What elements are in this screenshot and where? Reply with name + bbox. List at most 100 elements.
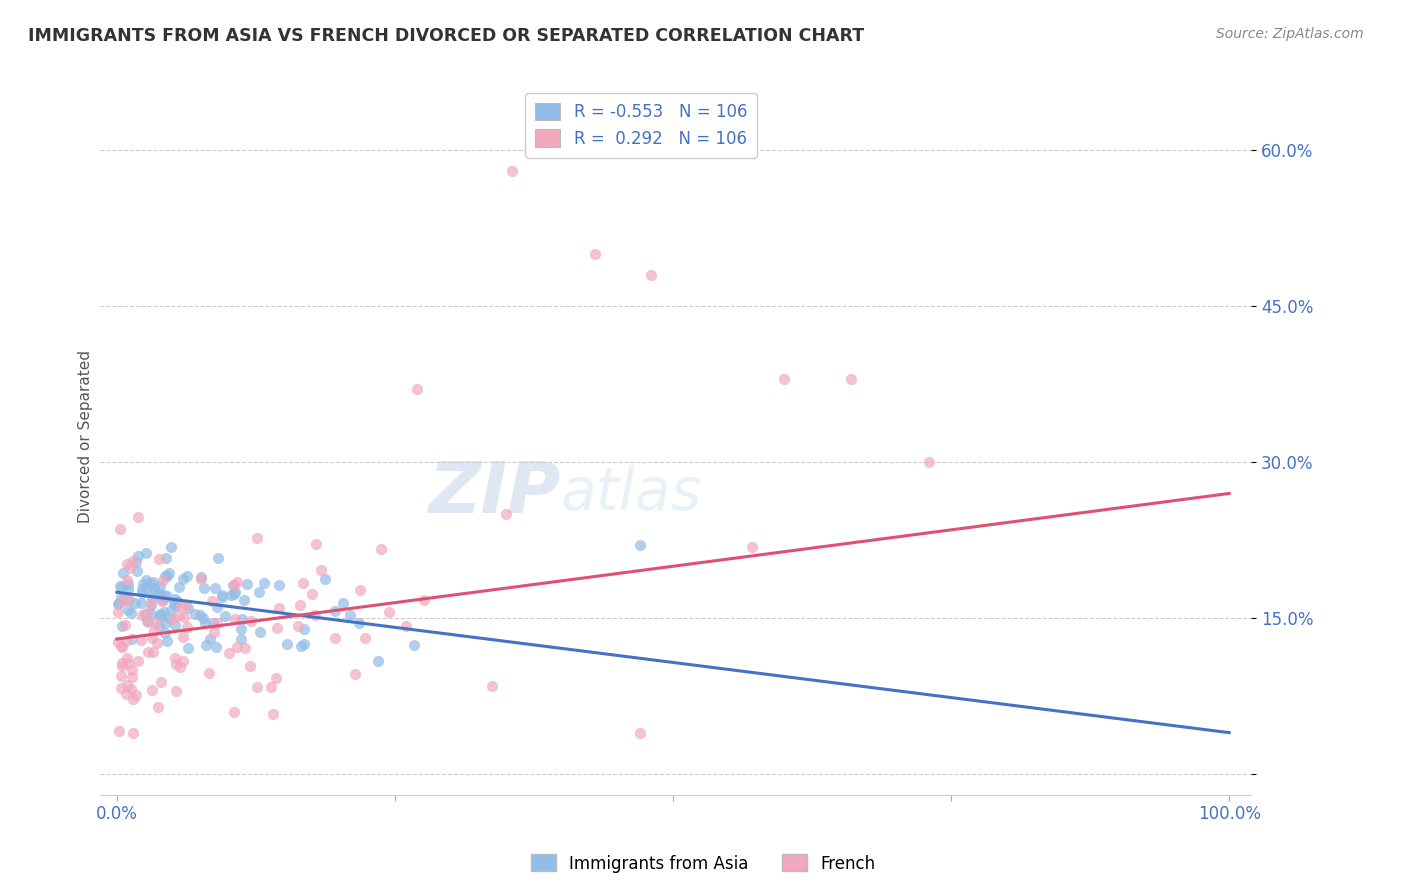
Point xyxy=(127,564,149,578)
Point xyxy=(839,372,862,386)
Point xyxy=(127,510,149,524)
Point xyxy=(117,577,139,591)
Point xyxy=(190,570,212,584)
Point xyxy=(239,659,262,673)
Point xyxy=(152,573,174,587)
Point xyxy=(152,588,174,602)
Point xyxy=(115,677,138,691)
Point xyxy=(163,618,186,632)
Point xyxy=(163,595,186,609)
Point xyxy=(143,624,166,639)
Point xyxy=(141,631,163,645)
Point xyxy=(142,585,165,599)
Point xyxy=(142,575,165,590)
Point xyxy=(108,596,131,610)
Point xyxy=(163,651,186,665)
Y-axis label: Divorced or Separated: Divorced or Separated xyxy=(79,350,93,523)
Point xyxy=(169,659,191,673)
Point xyxy=(107,606,129,620)
Point xyxy=(177,600,200,615)
Point xyxy=(288,599,311,613)
Point xyxy=(148,552,170,566)
Point xyxy=(219,589,242,603)
Point xyxy=(149,609,172,624)
Point xyxy=(135,546,157,560)
Point xyxy=(110,522,132,536)
Point xyxy=(153,569,176,583)
Point xyxy=(111,566,134,580)
Point xyxy=(253,576,276,591)
Point xyxy=(198,665,221,680)
Text: IMMIGRANTS FROM ASIA VS FRENCH DIVORCED OR SEPARATED CORRELATION CHART: IMMIGRANTS FROM ASIA VS FRENCH DIVORCED … xyxy=(28,27,865,45)
Point xyxy=(205,615,228,630)
Point xyxy=(170,599,193,614)
Point xyxy=(162,612,184,626)
Point xyxy=(142,645,165,659)
Point xyxy=(118,560,141,574)
Point xyxy=(134,607,156,622)
Point xyxy=(262,706,284,721)
Point xyxy=(117,602,139,616)
Point xyxy=(152,593,174,607)
Point xyxy=(129,633,152,648)
Point xyxy=(131,608,153,623)
Point xyxy=(224,705,246,719)
Point xyxy=(138,615,160,629)
Point xyxy=(204,581,226,595)
Point xyxy=(226,574,249,589)
Point xyxy=(111,580,134,594)
Point xyxy=(108,723,131,738)
Point xyxy=(141,607,163,621)
Point xyxy=(114,618,136,632)
Point xyxy=(640,268,662,282)
Point xyxy=(177,641,200,656)
Point xyxy=(413,593,436,607)
Point xyxy=(402,638,425,652)
Point xyxy=(233,640,256,655)
Point xyxy=(150,594,173,608)
Point xyxy=(160,541,183,555)
Point xyxy=(138,645,160,659)
Point xyxy=(165,657,187,671)
Point xyxy=(156,569,179,583)
Point xyxy=(207,550,229,565)
Point xyxy=(583,247,606,261)
Point xyxy=(155,625,177,640)
Point xyxy=(111,640,134,654)
Point xyxy=(184,607,207,622)
Point xyxy=(120,682,142,697)
Point xyxy=(120,606,142,620)
Point xyxy=(149,579,172,593)
Point xyxy=(129,596,152,610)
Point xyxy=(139,598,162,612)
Point xyxy=(138,576,160,591)
Point xyxy=(159,611,181,625)
Point xyxy=(343,667,366,681)
Point xyxy=(201,593,224,607)
Point xyxy=(195,638,218,652)
Point xyxy=(190,573,212,587)
Point xyxy=(127,654,149,668)
Point xyxy=(266,621,288,635)
Point xyxy=(110,591,132,605)
Point xyxy=(117,656,139,670)
Point xyxy=(111,658,134,673)
Point xyxy=(406,383,429,397)
Point xyxy=(174,599,197,613)
Point xyxy=(114,633,136,648)
Point xyxy=(495,508,517,522)
Text: ZIP: ZIP xyxy=(429,459,561,528)
Point xyxy=(155,551,177,566)
Point xyxy=(269,601,291,615)
Point xyxy=(131,586,153,600)
Point xyxy=(353,632,375,646)
Point xyxy=(202,616,225,631)
Point xyxy=(122,725,145,739)
Point xyxy=(143,581,166,595)
Point xyxy=(108,579,131,593)
Point xyxy=(224,587,246,601)
Point xyxy=(628,538,651,552)
Point xyxy=(169,607,191,622)
Point xyxy=(918,455,941,469)
Text: Source: ZipAtlas.com: Source: ZipAtlas.com xyxy=(1216,27,1364,41)
